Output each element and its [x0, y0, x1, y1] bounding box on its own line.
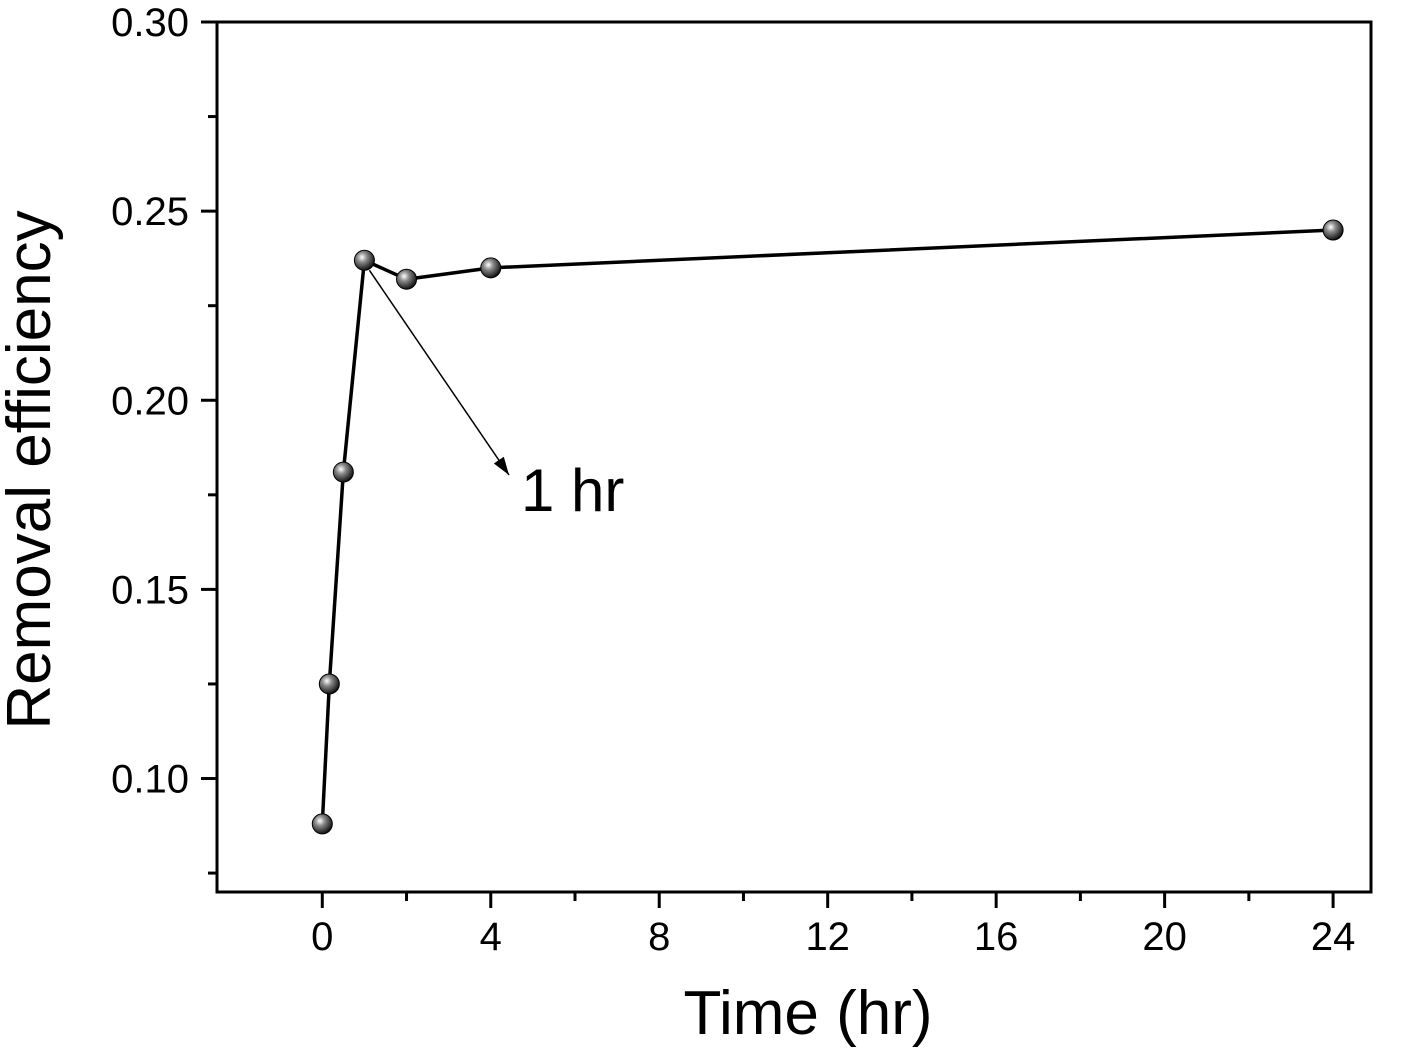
data-point	[332, 461, 354, 483]
x-tick-label: 12	[805, 915, 850, 959]
x-tick-label: 8	[648, 915, 670, 959]
series-layer	[311, 219, 1344, 835]
x-tick-label: 20	[1142, 915, 1187, 959]
y-tick-label: 0.10	[111, 758, 189, 802]
data-point	[353, 249, 375, 271]
y-axis: 0.10 0.15 0.20 0.25 0.30	[111, 1, 217, 875]
plot-frame	[215, 20, 1373, 894]
x-tick-label: 4	[480, 915, 502, 959]
y-tick-label: 0.15	[111, 568, 189, 612]
annotation-arrow-head	[493, 456, 509, 475]
y-tick-label: 0.25	[111, 190, 189, 234]
x-axis: 0 4 8 12 16 20 24	[311, 892, 1355, 959]
x-tick-label: 24	[1311, 915, 1356, 959]
data-point	[311, 813, 333, 835]
data-point	[480, 257, 502, 279]
annotation-arrow-line	[368, 269, 510, 476]
x-tick-label: 0	[311, 915, 333, 959]
x-axis-title: Time (hr)	[683, 979, 932, 1048]
annotation-layer: 1 hr	[368, 269, 624, 524]
plot-area	[215, 20, 1373, 894]
annotation-label: 1 hr	[521, 457, 624, 524]
series-line	[320, 228, 1334, 825]
data-point	[1322, 219, 1344, 241]
y-axis-title: Removal efficiency	[0, 210, 64, 729]
data-point	[318, 673, 340, 695]
x-tick-label: 16	[974, 915, 1019, 959]
data-point	[396, 268, 418, 290]
y-tick-label: 0.20	[111, 379, 189, 423]
y-tick-label: 0.30	[111, 1, 189, 45]
